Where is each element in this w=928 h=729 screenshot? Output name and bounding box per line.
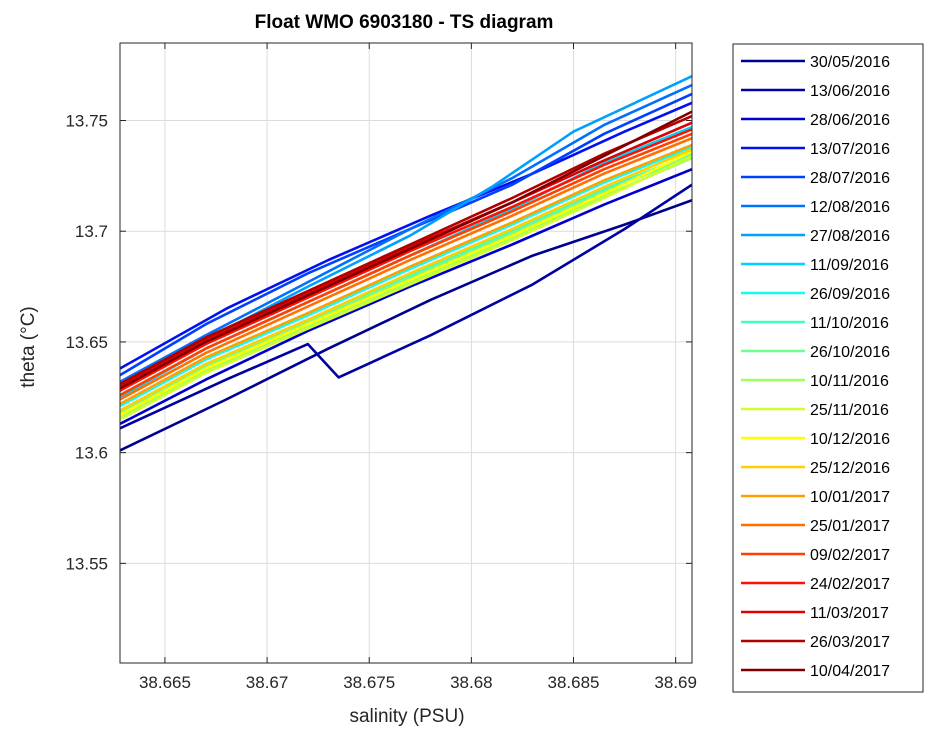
chart-title: Float WMO 6903180 - TS diagram	[255, 12, 554, 33]
legend-label-17: 09/02/2017	[810, 547, 890, 564]
y-tick-label-4: 13.75	[65, 112, 108, 131]
series-line-21	[120, 110, 692, 390]
legend-label-5: 12/08/2016	[810, 199, 890, 216]
legend-label-14: 25/12/2016	[810, 460, 890, 477]
legend-label-4: 28/07/2016	[810, 170, 890, 187]
series-line-20	[120, 114, 692, 386]
legend-label-8: 26/09/2016	[810, 286, 890, 303]
legend-label-20: 26/03/2017	[810, 634, 890, 651]
series-line-1	[120, 183, 692, 430]
legend-label-7: 11/09/2016	[810, 257, 889, 274]
legend-label-19: 11/03/2017	[810, 605, 889, 622]
legend-label-13: 10/12/2016	[810, 431, 890, 448]
plot-frame	[119, 42, 693, 664]
x-tick-label-2: 38.675	[343, 673, 395, 692]
legend-label-10: 26/10/2016	[810, 344, 890, 361]
plot-area: 38.665 38.67 38.675 38.68 38.685 38.69 13.55 13…	[65, 42, 697, 692]
legend-label-12: 25/11/2016	[810, 402, 889, 419]
series-line-0	[120, 198, 692, 452]
legend-label-16: 25/01/2017	[810, 518, 890, 535]
x-tick-label-3: 38.68	[450, 673, 493, 692]
series-line-12	[120, 154, 692, 421]
legend-label-11: 10/11/2016	[810, 373, 889, 390]
legend-label-9: 11/10/2016	[810, 315, 889, 332]
legend-label-1: 13/06/2016	[810, 83, 890, 100]
legend-label-15: 10/01/2017	[810, 489, 890, 506]
series-line-15	[120, 143, 692, 406]
legend-label-21: 10/04/2017	[810, 663, 890, 680]
y-tick-label-0: 13.55	[65, 554, 108, 573]
series-lines	[120, 74, 692, 452]
y-axis-label: theta (°C)	[18, 306, 39, 388]
series-line-5	[120, 83, 692, 384]
y-tick-label-3: 13.7	[75, 222, 108, 241]
x-tick-label-1: 38.67	[246, 673, 289, 692]
series-line-18	[120, 128, 692, 392]
legend-label-2: 28/06/2016	[810, 112, 890, 129]
series-line-2	[120, 167, 692, 426]
series-line-17	[120, 132, 692, 397]
series-line-8	[120, 145, 692, 408]
x-axis-label: salinity (PSU)	[349, 706, 464, 727]
x-tick-label-0: 38.665	[139, 673, 191, 692]
x-tick-label-4: 38.685	[548, 673, 600, 692]
series-line-16	[120, 136, 692, 401]
legend-label-0: 30/05/2016	[810, 54, 890, 71]
y-tick-label-2: 13.65	[65, 333, 108, 352]
legend-label-18: 24/02/2017	[810, 576, 890, 593]
series-line-10	[120, 154, 692, 415]
legend-label-3: 13/07/2016	[810, 141, 890, 158]
series-line-13	[120, 150, 692, 417]
y-tick-label-1: 13.6	[75, 444, 108, 463]
series-line-14	[120, 148, 692, 412]
legend-label-6: 27/08/2016	[810, 228, 890, 245]
series-line-11	[120, 156, 692, 419]
legend: 30/05/2016 13/06/2016 28/06/2016 13/07/2016…	[732, 43, 924, 693]
series-line-3	[120, 101, 692, 370]
series-line-19	[120, 121, 692, 388]
x-tick-label-5: 38.69	[654, 673, 697, 692]
